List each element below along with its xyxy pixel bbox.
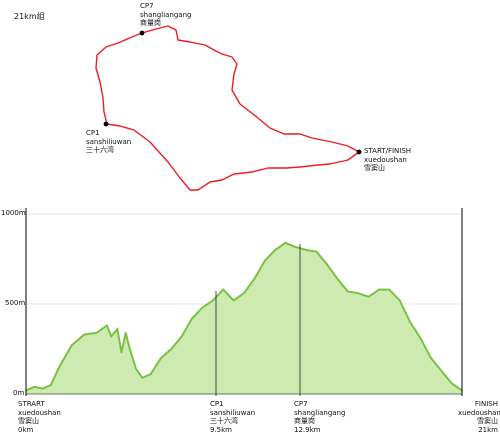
elevation-profile (25, 208, 463, 396)
profile-marker-cp1-name: sanshiliuwan (210, 408, 256, 417)
elevation-point-22 (212, 299, 214, 302)
map-label-cp7-code: CP7 (140, 2, 154, 10)
elevation-point-12 (124, 332, 127, 334)
profile-marker-cp7: CP7 shangliangang 商量岗 12.9km (294, 400, 345, 434)
elevation-point-13 (129, 348, 131, 350)
elevation-point-26 (253, 278, 256, 280)
elevation-point-11 (120, 351, 123, 354)
profile-marker-cp7-code: CP7 (294, 400, 308, 408)
elevation-point-16 (149, 373, 152, 376)
elevation-point-7 (95, 332, 98, 334)
elevation-point-18 (170, 348, 173, 350)
elevation-point-32 (315, 251, 318, 253)
map-label-cp7-name: shangliangang (140, 10, 192, 19)
elevation-point-24 (232, 299, 235, 302)
elevation-point-8 (106, 324, 108, 327)
profile-marker-cp1: CP1 sanshiliuwan 三十六湾 9.5km (210, 400, 255, 434)
route-line[interactable] (95, 25, 360, 191)
checkpoint-start-dot[interactable] (356, 149, 362, 155)
profile-marker-start-code: STRART (18, 400, 45, 408)
elevation-point-25 (243, 292, 245, 295)
elevation-point-30 (293, 245, 295, 248)
route-map (95, 25, 362, 191)
elevation-point-36 (357, 292, 360, 295)
elevation-point-43 (430, 357, 432, 359)
profile-marker-finish: FINISH xuedoushan 雪窦山 21km (458, 400, 500, 434)
checkpoint-cp7-dot[interactable] (139, 30, 145, 36)
map-label-cp1-code: CP1 (86, 129, 100, 137)
profile-marker-cp1-dist: 9.5km (210, 425, 233, 434)
map-label-cp1-cn: 三十六湾 (86, 146, 114, 154)
profile-marker-start-cn: 雪窦山 (18, 417, 39, 425)
elevation-point-2 (41, 387, 44, 390)
elevation-point-14 (135, 368, 137, 370)
elevation-point-38 (378, 288, 380, 291)
profile-marker-finish-name: xuedoushan (458, 408, 500, 417)
elevation-point-9 (110, 335, 112, 338)
elevation-point-40 (398, 299, 401, 302)
profile-marker-cp7-cn: 商量岗 (294, 417, 315, 425)
y-tick-1000: 1000m (1, 209, 26, 217)
elevation-area (26, 242, 462, 394)
map-label-start-cn: 雪窦山 (364, 164, 385, 172)
y-tick-0: 0m (13, 389, 25, 397)
map-label-start-code: START/FINISH (364, 147, 412, 155)
map-label-cp1-name: sanshiliuwan (86, 137, 132, 146)
elevation-point-5 (70, 344, 73, 347)
elevation-point-28 (274, 249, 276, 251)
profile-marker-cp1-cn: 三十六湾 (210, 417, 238, 425)
elevation-point-3 (50, 384, 52, 386)
elevation-point-1 (33, 386, 36, 388)
map-label-cp7-cn: 商量岗 (140, 19, 161, 27)
elevation-point-42 (419, 337, 422, 340)
elevation-point-45 (450, 382, 453, 385)
profile-marker-finish-dist: 21km (478, 425, 498, 434)
elevation-point-39 (388, 288, 391, 291)
elevation-point-19 (180, 335, 183, 338)
y-tick-500: 500m (5, 299, 26, 307)
map-label-start-name: xuedoushan (364, 155, 407, 164)
elevation-point-6 (83, 333, 85, 336)
elevation-point-4 (58, 366, 60, 368)
elevation-point-20 (191, 317, 193, 320)
elevation-point-29 (284, 242, 287, 244)
profile-marker-start: STRART xuedoushan 雪窦山 0km (18, 400, 61, 434)
elevation-point-21 (201, 306, 204, 309)
elevation-point-31 (305, 249, 308, 251)
elevation-point-33 (326, 263, 328, 266)
elevation-point-34 (336, 278, 339, 280)
profile-marker-cp1-code: CP1 (210, 400, 224, 408)
profile-marker-cp7-name: shangliangang (294, 408, 346, 417)
elevation-point-37 (367, 296, 370, 298)
profile-marker-cp7-dist: 12.9km (294, 425, 321, 434)
elevation-point-23 (222, 288, 224, 291)
elevation-point-35 (347, 290, 349, 293)
map-label-cp1: CP1 sanshiliuwan 三十六湾 (86, 129, 131, 155)
elevation-point-15 (141, 377, 144, 379)
map-label-cp7: CP7 shangliangang 商量岗 (140, 2, 191, 28)
checkpoint-cp1-dot[interactable] (103, 121, 109, 127)
elevation-point-41 (409, 321, 411, 323)
elevation-point-10 (116, 328, 119, 331)
profile-marker-start-dist: 0km (18, 425, 34, 434)
map-label-start: START/FINISH xuedoushan 雪窦山 (364, 147, 411, 173)
elevation-point-27 (264, 260, 266, 262)
profile-marker-finish-code: FINISH (474, 400, 498, 408)
race-title: 21km组 (14, 12, 45, 21)
profile-marker-finish-cn: 雪窦山 (477, 417, 498, 425)
profile-marker-start-name: xuedoushan (18, 408, 61, 417)
elevation-point-44 (440, 369, 443, 372)
elevation-point-17 (160, 357, 162, 359)
